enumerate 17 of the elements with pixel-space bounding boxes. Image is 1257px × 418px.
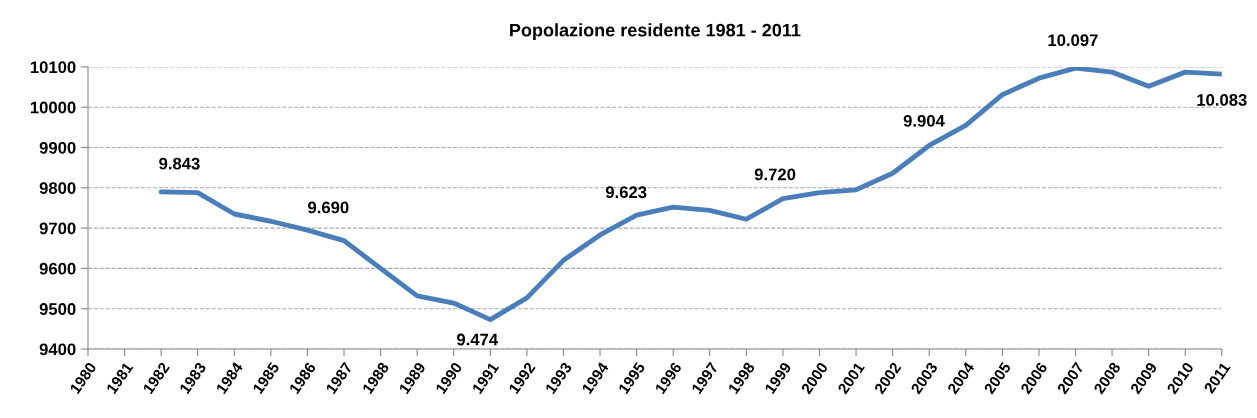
chart-title: Popolazione residente 1981 - 2011: [510, 23, 801, 41]
y-tick-label: 10100: [30, 61, 76, 74]
annotation: 9.904: [903, 114, 945, 127]
y-tick-label: 9800: [39, 182, 76, 194]
y-tick-label: 9900: [39, 141, 76, 154]
y-tick-label: 10000: [30, 101, 76, 114]
y-tick-label: 9400: [39, 343, 76, 356]
annotation: 9.690: [308, 201, 349, 214]
annotation: 9.720: [754, 168, 796, 181]
annotation: 10.083: [1197, 94, 1247, 106]
y-tick-label: 9600: [39, 262, 76, 275]
y-tick-label: 9700: [39, 222, 76, 235]
annotation: 9.843: [159, 157, 200, 170]
text: 10.097: [1048, 34, 1098, 47]
y-tick-label: 9500: [39, 303, 76, 315]
annotation: 9.623: [605, 186, 647, 199]
annotation: 9.474: [456, 333, 499, 346]
